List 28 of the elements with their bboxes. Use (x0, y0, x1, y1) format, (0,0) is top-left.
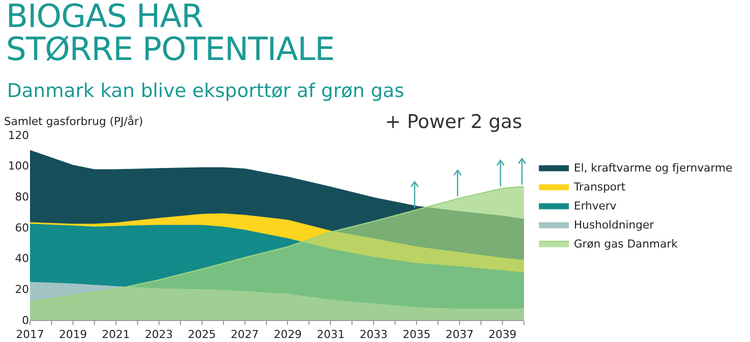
legend-label: Erhverv (574, 200, 617, 213)
x-tick-label: 2023 (144, 328, 173, 342)
x-tick-label: 2039 (488, 328, 517, 342)
x-tick-label: 2031 (316, 328, 345, 342)
legend-label: Grøn gas Danmark (574, 238, 678, 251)
x-tick-label: 2037 (446, 328, 474, 342)
legend-label: El, kraftvarme og fjernvarme (574, 162, 733, 175)
legend-label: Husholdninger (574, 218, 654, 232)
x-tick-label: 2029 (274, 328, 302, 342)
y-tick-label: 20 (15, 283, 29, 296)
chart-subtitle: Danmark kan blive eksporttør af grøn gas (7, 80, 404, 102)
legend-label: Transport (572, 180, 626, 194)
y-tick-label: 60 (15, 221, 29, 234)
y-tick-label: 40 (15, 252, 29, 266)
x-tick-label: 2017 (16, 328, 44, 342)
chart-title: BIOGAS HAR STØRRE POTENTIALE (6, 0, 335, 68)
x-tick-label: 2019 (58, 328, 87, 342)
y-axis-title: Samlet gasforbrug (PJ/år) (4, 115, 144, 128)
x-tick-label: 2021 (102, 328, 130, 342)
x-tick-label: 2035 (402, 328, 431, 342)
y-tick-label: 0 (22, 314, 29, 327)
y-tick-label: 80 (15, 190, 29, 204)
x-tick-label: 2033 (360, 328, 388, 342)
y-tick-label: 120 (8, 128, 29, 142)
y-tick-label: 100 (8, 160, 29, 173)
x-tick-label: 2027 (230, 328, 259, 342)
text: + Power 2 gas (385, 111, 522, 133)
x-tick-label: 2025 (188, 328, 216, 342)
